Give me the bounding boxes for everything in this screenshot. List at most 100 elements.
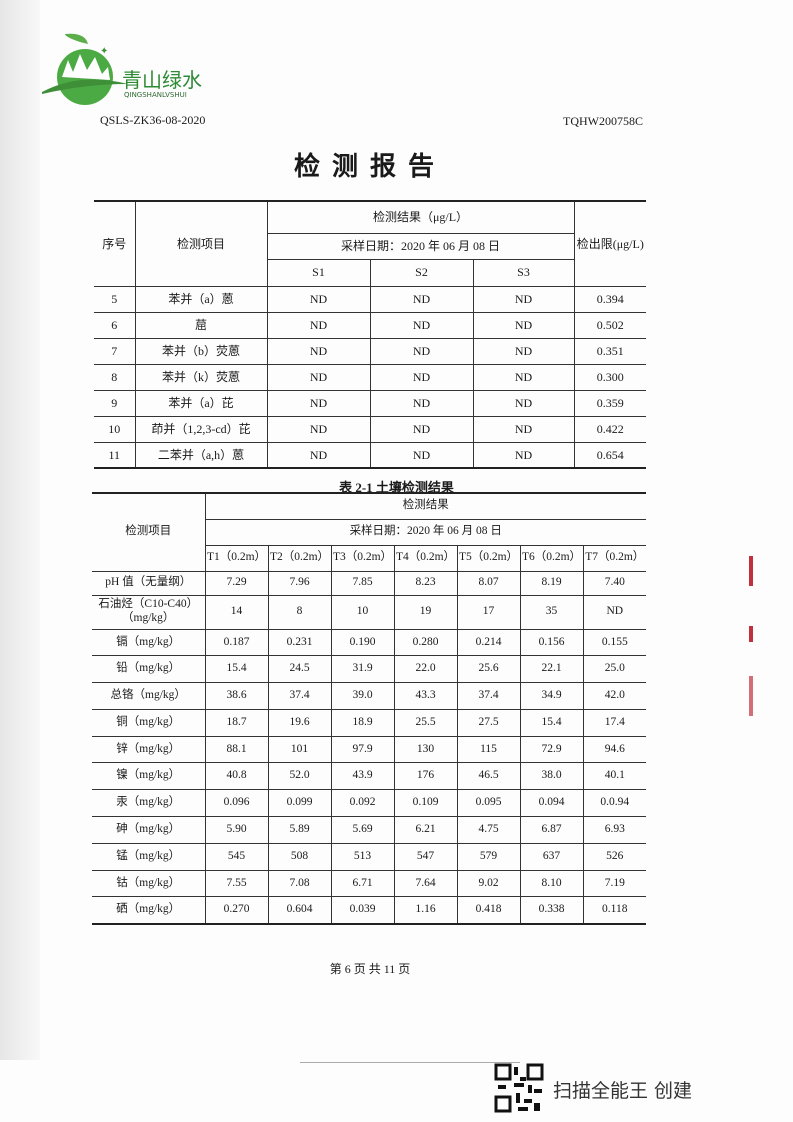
result-cell: 6.71 bbox=[330, 869, 395, 898]
logo-subtext: QINGSHANLVSHUI bbox=[124, 91, 187, 99]
result-cell: 22.0 bbox=[393, 655, 458, 684]
row-item: 苯并（a）蒽 bbox=[134, 285, 268, 313]
table-row: 6 䓛 ND ND ND 0.502 bbox=[94, 311, 647, 339]
result-cell: 39.0 bbox=[330, 682, 395, 710]
result-cell: 637 bbox=[519, 842, 584, 871]
result-cell: 40.8 bbox=[204, 762, 269, 791]
table-row: 7 苯并（b）荧蒽 ND ND ND 0.351 bbox=[94, 337, 647, 365]
table-row: 镍（mg/kg） 40.8 52.0 43.9 176 46.5 38.0 40.1 bbox=[92, 762, 647, 791]
table-row: pH 值（无量纲） 7.29 7.96 7.85 8.23 8.07 8.19 7.40 bbox=[92, 570, 647, 596]
result-cell: 38.6 bbox=[204, 682, 269, 710]
header-date: 采样日期：2020 年 06 月 08 日 bbox=[267, 232, 575, 260]
limit-cell: 0.351 bbox=[573, 337, 647, 365]
table-row: 砷（mg/kg） 5.90 5.89 5.69 6.21 4.75 6.87 6.93 bbox=[92, 816, 647, 844]
result-cell: ND bbox=[266, 311, 371, 339]
page-number: 第 6 页 共 11 页 bbox=[329, 962, 411, 976]
result-cell: 43.9 bbox=[330, 762, 395, 791]
row-item: 铅（mg/kg） bbox=[92, 655, 206, 684]
table-row: 石油烃（C10-C40）（mg/kg） 14 8 10 19 17 35 ND bbox=[92, 594, 647, 630]
result-cell: ND bbox=[472, 415, 575, 443]
result-cell: 52.0 bbox=[267, 762, 332, 791]
row-item: 二苯并（a,h）蒽 bbox=[134, 441, 268, 469]
result-cell: 0.094 bbox=[519, 789, 584, 818]
result-cell: 9.02 bbox=[456, 869, 521, 898]
result-cell: ND bbox=[266, 363, 371, 391]
scan-shadow bbox=[0, 0, 40, 1060]
logo-text: 青山绿水 bbox=[122, 68, 202, 92]
result-cell: 101 bbox=[267, 735, 332, 764]
sample-header: S1 bbox=[267, 258, 371, 287]
result-cell: ND bbox=[266, 441, 371, 469]
result-cell: 7.08 bbox=[267, 869, 332, 898]
row-number: 6 bbox=[94, 311, 136, 339]
result-cell: 10 bbox=[330, 594, 395, 630]
result-cell: 0.118 bbox=[582, 896, 647, 925]
result-cell: 35 bbox=[519, 594, 584, 630]
stamp-edge bbox=[749, 676, 753, 716]
limit-cell: 0.422 bbox=[573, 415, 647, 443]
result-cell: 0.095 bbox=[456, 789, 521, 818]
result-cell: 7.19 bbox=[582, 869, 647, 898]
sample-header: S3 bbox=[472, 258, 575, 287]
table-row: 10 茚并（1,2,3-cd）芘 ND ND ND 0.422 bbox=[94, 415, 647, 443]
svg-text:✦: ✦ bbox=[100, 46, 108, 57]
result-cell: 25.5 bbox=[393, 708, 458, 737]
doc-code: QSLS-ZK36-08-2020 bbox=[100, 113, 206, 127]
result-cell: 0.0.94 bbox=[582, 789, 647, 818]
header-date: 采样日期：2020 年 06 月 08 日 bbox=[205, 518, 647, 546]
result-cell: ND bbox=[472, 337, 575, 365]
result-cell: 0.338 bbox=[519, 896, 584, 925]
table-row: 钴（mg/kg） 7.55 7.08 6.71 7.64 9.02 8.10 7.19 bbox=[92, 869, 647, 898]
table-caption: 表 2-1 土壤检测结果 bbox=[339, 480, 454, 495]
result-cell: ND bbox=[472, 389, 575, 417]
result-cell: 0.039 bbox=[330, 896, 395, 925]
result-cell: 0.280 bbox=[393, 628, 458, 657]
limit-cell: 0.359 bbox=[573, 389, 647, 417]
header-result: 检测结果 bbox=[204, 492, 647, 520]
row-item: 硒（mg/kg） bbox=[92, 896, 206, 925]
result-cell: 579 bbox=[456, 842, 521, 871]
result-cell: 176 bbox=[393, 762, 458, 791]
report-number: TQHW200758C bbox=[563, 114, 643, 128]
result-cell: ND bbox=[582, 594, 647, 630]
row-item: 苯并（k）荧蒽 bbox=[134, 363, 268, 391]
result-cell: 0.270 bbox=[204, 896, 269, 925]
result-cell: 0.604 bbox=[267, 896, 332, 925]
page-title: 检测报告 bbox=[293, 152, 446, 181]
row-item: 镉（mg/kg） bbox=[92, 628, 206, 657]
result-cell: ND bbox=[369, 285, 474, 313]
result-cell: 22.1 bbox=[519, 655, 584, 684]
row-number: 8 bbox=[94, 363, 136, 391]
result-cell: ND bbox=[266, 337, 371, 365]
sample-header: T1（0.2m） bbox=[205, 544, 269, 572]
result-cell: 38.0 bbox=[519, 762, 584, 791]
row-item: 茚并（1,2,3-cd）芘 bbox=[134, 415, 268, 443]
result-cell: 0.156 bbox=[519, 628, 584, 657]
result-cell: ND bbox=[266, 415, 371, 443]
soil-results-table: 检测项目 检测结果 采样日期：2020 年 06 月 08 日 T1（0.2m）… bbox=[92, 492, 647, 925]
stamp-edge bbox=[749, 626, 753, 642]
result-cell: 8 bbox=[267, 594, 332, 630]
header-result: 检测结果（μg/L） bbox=[266, 200, 575, 234]
result-cell: 0.190 bbox=[330, 628, 395, 657]
result-cell: 1.16 bbox=[393, 896, 458, 925]
result-cell: 0.418 bbox=[456, 896, 521, 925]
qr-code-icon bbox=[494, 1063, 544, 1113]
result-cell: 7.96 bbox=[267, 570, 332, 596]
limit-cell: 0.300 bbox=[573, 363, 647, 391]
result-cell: 6.87 bbox=[519, 816, 584, 844]
result-cell: 513 bbox=[330, 842, 395, 871]
sample-header: T5（0.2m） bbox=[456, 544, 521, 572]
result-cell: 5.90 bbox=[204, 816, 269, 844]
result-cell: 27.5 bbox=[456, 708, 521, 737]
result-cell: 547 bbox=[393, 842, 458, 871]
stamp-edge bbox=[749, 556, 753, 586]
result-cell: 37.4 bbox=[456, 682, 521, 710]
result-cell: 0.231 bbox=[267, 628, 332, 657]
table-row: 总铬（mg/kg） 38.6 37.4 39.0 43.3 37.4 34.9 42.0 bbox=[92, 682, 647, 710]
result-cell: 18.9 bbox=[330, 708, 395, 737]
row-number: 11 bbox=[94, 441, 136, 469]
row-item: 铜（mg/kg） bbox=[92, 708, 206, 737]
result-cell: 43.3 bbox=[393, 682, 458, 710]
result-cell: 4.75 bbox=[456, 816, 521, 844]
